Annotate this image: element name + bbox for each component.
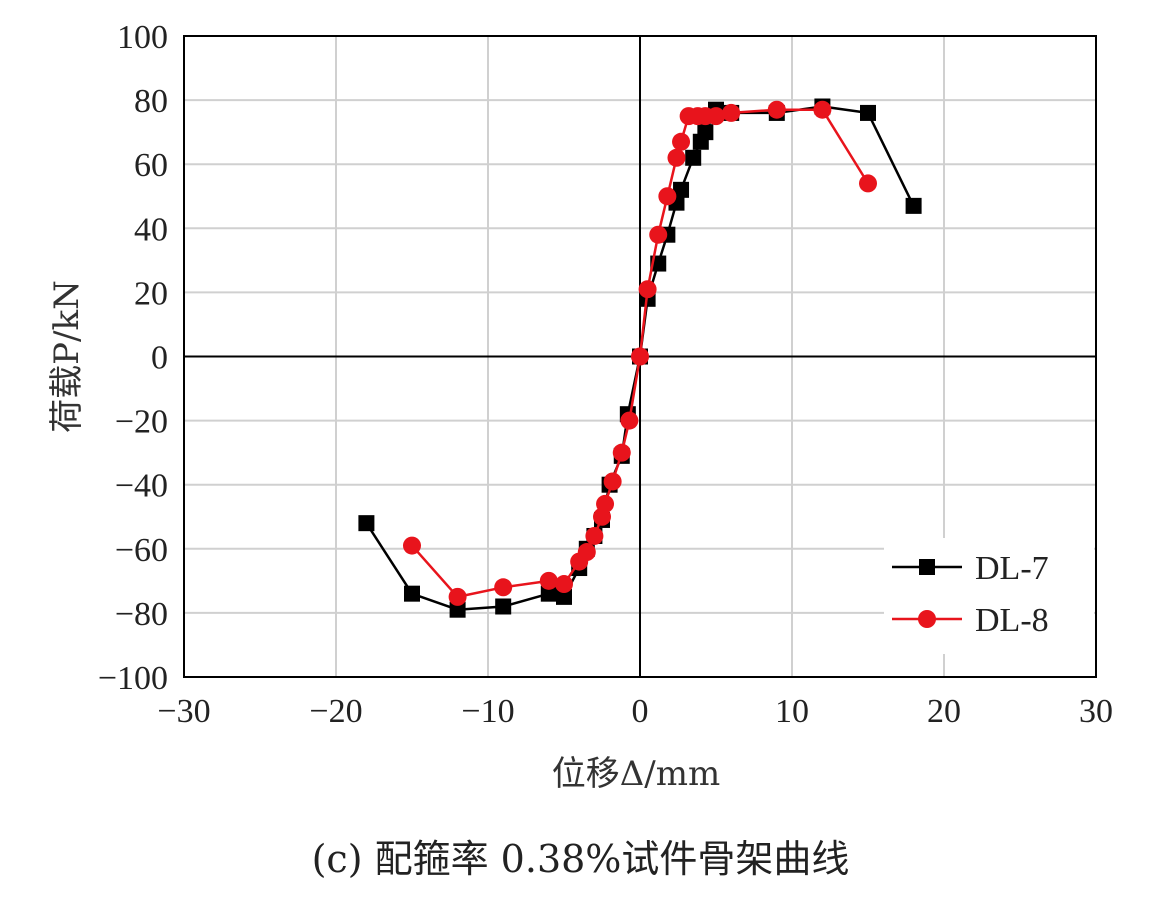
- series-group: [358, 98, 922, 618]
- data-point: [577, 543, 596, 562]
- data-point: [612, 443, 631, 462]
- data-point: [620, 411, 639, 430]
- legend: DL-7 DL-8: [884, 538, 1094, 654]
- data-point: [649, 225, 668, 244]
- y-tick-label: 20: [134, 275, 168, 312]
- data-point: [603, 472, 622, 491]
- x-axis-title: 位移Δ/mm: [552, 754, 721, 794]
- data-point: [905, 197, 922, 214]
- legend-item: DL-8: [892, 602, 1049, 639]
- data-point: [722, 103, 741, 122]
- x-tick-label: 10: [775, 693, 809, 730]
- data-point: [667, 148, 686, 167]
- data-point: [404, 585, 420, 602]
- legend-background: [884, 538, 1094, 654]
- data-point: [638, 280, 657, 299]
- x-tick-label: −10: [461, 693, 514, 730]
- y-tick-label: −20: [115, 404, 168, 441]
- legend-label: DL-7: [975, 550, 1049, 587]
- x-tick-label: −30: [157, 693, 210, 730]
- data-point: [631, 347, 649, 366]
- data-point: [448, 587, 467, 606]
- y-tick-label: 40: [134, 211, 168, 248]
- data-point: [673, 181, 690, 198]
- x-tick-label: −20: [309, 693, 362, 730]
- y-tick-label: 80: [134, 83, 168, 120]
- data-point: [658, 187, 677, 206]
- legend-marker: [919, 559, 935, 575]
- figure-caption: (c) 配箍率 0.38%试件骨架曲线: [311, 837, 850, 881]
- data-point: [449, 601, 466, 618]
- legend-item: DL-7: [892, 550, 1049, 587]
- data-point: [585, 526, 604, 545]
- data-point: [403, 536, 421, 555]
- data-point: [495, 598, 512, 615]
- data-point: [685, 149, 702, 166]
- data-point: [859, 174, 877, 193]
- legend-marker: [918, 610, 936, 628]
- data-point: [539, 571, 558, 590]
- x-tick-label: 30: [1079, 693, 1113, 730]
- data-point: [494, 578, 513, 597]
- y-axis-title: 荷载P/kN: [47, 280, 87, 433]
- data-point: [860, 104, 876, 121]
- data-point: [672, 132, 691, 151]
- series-DL-8: [403, 100, 877, 606]
- x-tick-label: 0: [632, 693, 649, 730]
- data-point: [555, 575, 573, 594]
- data-point: [596, 494, 615, 513]
- data-point: [697, 124, 714, 141]
- y-tick-label: 0: [151, 340, 168, 377]
- y-tick-label: −40: [115, 468, 168, 505]
- data-point: [540, 585, 557, 602]
- y-tick-label: −60: [115, 532, 168, 569]
- x-tick-label: 20: [927, 693, 961, 730]
- y-tick-label: 60: [134, 147, 168, 184]
- y-tick-label: −80: [115, 596, 168, 633]
- data-point: [767, 100, 786, 119]
- data-point: [556, 588, 572, 605]
- legend-label: DL-8: [975, 602, 1049, 639]
- y-tick-label: 100: [117, 19, 168, 56]
- data-point: [707, 107, 725, 126]
- y-tick-label: −100: [98, 660, 168, 697]
- data-point: [813, 100, 832, 119]
- data-point: [358, 515, 375, 532]
